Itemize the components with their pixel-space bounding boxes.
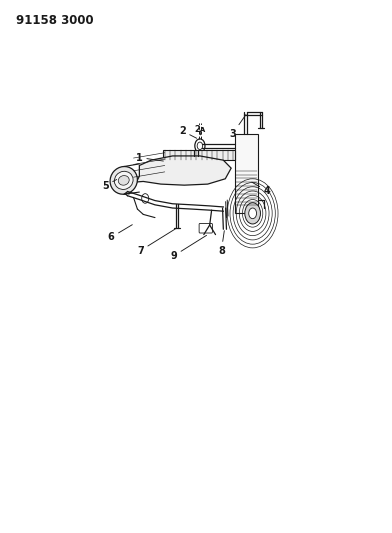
Text: 2ᴀ: 2ᴀ <box>194 125 205 135</box>
Polygon shape <box>163 150 235 160</box>
Polygon shape <box>126 156 231 194</box>
FancyBboxPatch shape <box>199 223 212 233</box>
Ellipse shape <box>114 171 133 189</box>
Ellipse shape <box>110 166 137 194</box>
Text: 91158 3000: 91158 3000 <box>16 14 94 27</box>
Polygon shape <box>235 134 258 213</box>
Circle shape <box>195 139 205 153</box>
Text: 3: 3 <box>229 115 246 139</box>
Circle shape <box>245 203 260 224</box>
Ellipse shape <box>118 175 129 185</box>
Circle shape <box>249 208 256 219</box>
Text: 2: 2 <box>179 126 197 138</box>
Text: 4: 4 <box>252 182 270 196</box>
Text: 1: 1 <box>136 152 163 163</box>
Text: 5: 5 <box>102 180 117 191</box>
Text: 7: 7 <box>137 229 175 255</box>
Text: 9: 9 <box>171 236 207 261</box>
Text: 8: 8 <box>218 231 225 255</box>
Text: 6: 6 <box>108 225 132 243</box>
